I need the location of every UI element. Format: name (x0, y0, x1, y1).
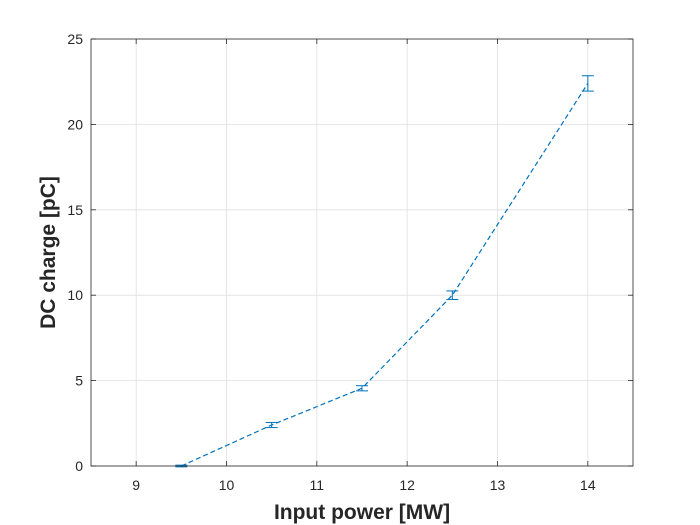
x-tick-label: 9 (132, 477, 140, 493)
x-tick-label: 13 (490, 477, 506, 493)
y-tick-label: 0 (75, 458, 83, 474)
plot-frame (90, 38, 634, 467)
x-tick-label: 12 (399, 477, 415, 493)
y-tick-label: 10 (67, 287, 83, 303)
y-tick-label: 15 (67, 202, 83, 218)
x-tick-labels: 9 10 11 12 13 14 (132, 477, 596, 493)
x-axis-label: Input power [MW] (274, 501, 450, 524)
y-tick-labels: 0 5 10 15 20 25 (67, 31, 83, 474)
axis-ticks (91, 38, 633, 467)
y-tick-label: 25 (67, 31, 83, 47)
x-tick-label: 10 (219, 477, 235, 493)
y-axis-label: DC charge [pC] (37, 176, 60, 329)
y-tick-label: 5 (75, 373, 83, 389)
data-series (175, 75, 594, 468)
grid-lines (91, 38, 633, 467)
x-tick-label: 11 (310, 477, 325, 493)
plot-area (91, 39, 633, 466)
y-tick-label: 20 (67, 116, 83, 132)
x-tick-label: 14 (580, 477, 596, 493)
